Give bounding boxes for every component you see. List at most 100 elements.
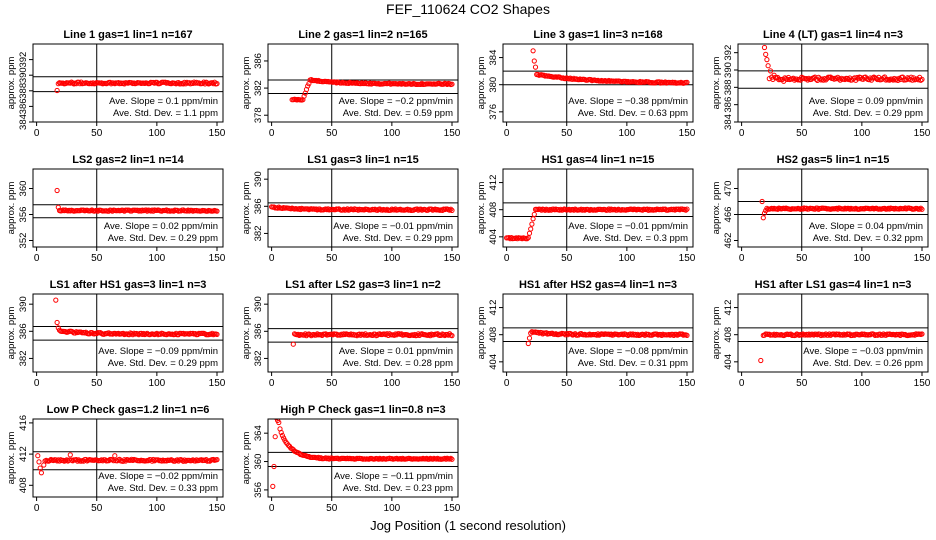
panel-title: HS1 after LS1 gas=4 lin=1 n=3 [755,279,912,291]
data-point [55,457,61,463]
data-point [894,76,900,82]
annotation-slope: Ave. Slope = 0.01 ppm/min [339,346,453,357]
x-tick-label: 150 [444,128,461,139]
panel-title: HS1 after HS2 gas=4 lin=1 n=3 [519,279,677,291]
y-tick-label: 356 [18,207,29,223]
x-tick-label: 150 [914,378,931,389]
data-points [54,187,220,214]
annotation-slope: Ave. Slope = −0.38 ppm/min [568,96,688,107]
x-tick-label: 50 [91,503,103,514]
annotation-slope: Ave. Slope = −0.01 ppm/min [568,221,688,232]
data-points [54,79,220,94]
data-point [449,333,455,339]
data-point [442,332,448,339]
data-point [662,206,668,212]
data-point [449,207,455,213]
data-point [278,429,284,436]
data-point [344,206,350,212]
data-point [392,206,399,212]
data-point [879,332,885,338]
data-point [270,483,276,489]
y-axis-label: approx. ppm [711,57,722,110]
panel-frame [32,168,224,248]
data-point [531,211,537,217]
y-tick-label: 386 [18,323,29,339]
data-point [595,331,601,337]
data-points [269,204,455,213]
y-tick-label: 384 [18,114,29,130]
data-point [526,230,533,236]
data-point [361,332,367,338]
data-point [919,331,925,337]
data-point [761,210,768,216]
y-tick-label: 412 [723,300,734,316]
data-point [684,79,690,85]
annotation-slope: Ave. Slope = −0.03 ppm/min [803,346,923,357]
y-tick-label: 386 [723,97,734,113]
y-tick-label: 404 [723,354,734,370]
data-point [55,204,61,210]
panel-frame [267,168,459,248]
annotation-stddev: Ave. Std. Dev. = 0.29 ppm [813,108,923,119]
data-points [761,44,925,84]
data-point [787,76,793,83]
panel-9: LS1 after HS1 gas=3 lin=1 n=3 Ave. Slope … [6,279,226,389]
data-point [272,434,278,440]
y-axis-label: approx. ppm [476,57,487,110]
y-tick-label: 390 [18,296,29,312]
x-tick-label: 0 [34,253,40,264]
annotation-slope: Ave. Slope = −0.2 ppm/min [339,96,453,107]
data-point [214,208,220,214]
data-point [683,207,689,213]
panel-frame [502,293,694,373]
data-point [538,207,545,213]
data-point [781,78,787,84]
x-tick-label: 50 [796,128,808,139]
data-point [775,206,781,212]
panel-title: Line 3 gas=1 lin=3 n=168 [533,29,662,41]
data-point [791,77,798,83]
panel-frame [737,293,929,373]
y-tick-label: 386 [253,198,264,214]
annotation-stddev: Ave. Std. Dev. = 0.26 ppm [813,358,923,369]
data-point [840,332,846,338]
y-tick-label: 412 [488,300,499,316]
data-point [438,332,444,338]
y-axis-label: approx. ppm [6,182,17,235]
data-point [662,79,668,85]
y-axis-label: approx. ppm [241,57,252,110]
x-tick-label: 0 [34,378,40,389]
y-tick-label: 390 [723,62,734,78]
data-point [37,465,43,471]
panel-frame [502,168,694,248]
data-point [418,81,424,88]
y-tick-label: 392 [723,45,734,61]
x-tick-label: 50 [91,378,103,389]
y-tick-label: 408 [488,202,499,218]
data-points [758,331,925,364]
y-tick-label: 408 [488,327,499,343]
x-tick-label: 150 [444,253,461,264]
x-tick-label: 50 [326,128,338,139]
data-point [896,331,902,337]
data-point [765,63,771,69]
x-tick-label: 50 [326,378,338,389]
data-point [793,332,799,338]
data-point [886,77,893,83]
y-axis-label: approx. ppm [241,182,252,235]
x-tick-label: 100 [619,253,636,264]
data-point [530,48,536,54]
y-tick-label: 386 [253,53,264,69]
panel-10: LS1 after LS2 gas=3 lin=1 n=2 Ave. Slope … [241,279,461,389]
data-point [412,331,418,338]
data-point [514,236,521,242]
y-tick-label: 382 [253,226,264,242]
y-tick-label: 384 [488,50,499,66]
x-tick-label: 150 [209,128,226,139]
panel-1: Line 1 gas=1 lin=1 n=167 Ave. Slope = 0.1… [6,29,226,139]
data-point [38,470,45,476]
panel-3: Line 3 gas=1 lin=3 n=168 Ave. Slope = −0.… [476,29,696,139]
annotation-stddev: Ave. Std. Dev. = 0.3 ppm [583,233,688,244]
data-point [275,205,281,211]
annotation-stddev: Ave. Std. Dev. = 0.29 ppm [108,233,218,244]
